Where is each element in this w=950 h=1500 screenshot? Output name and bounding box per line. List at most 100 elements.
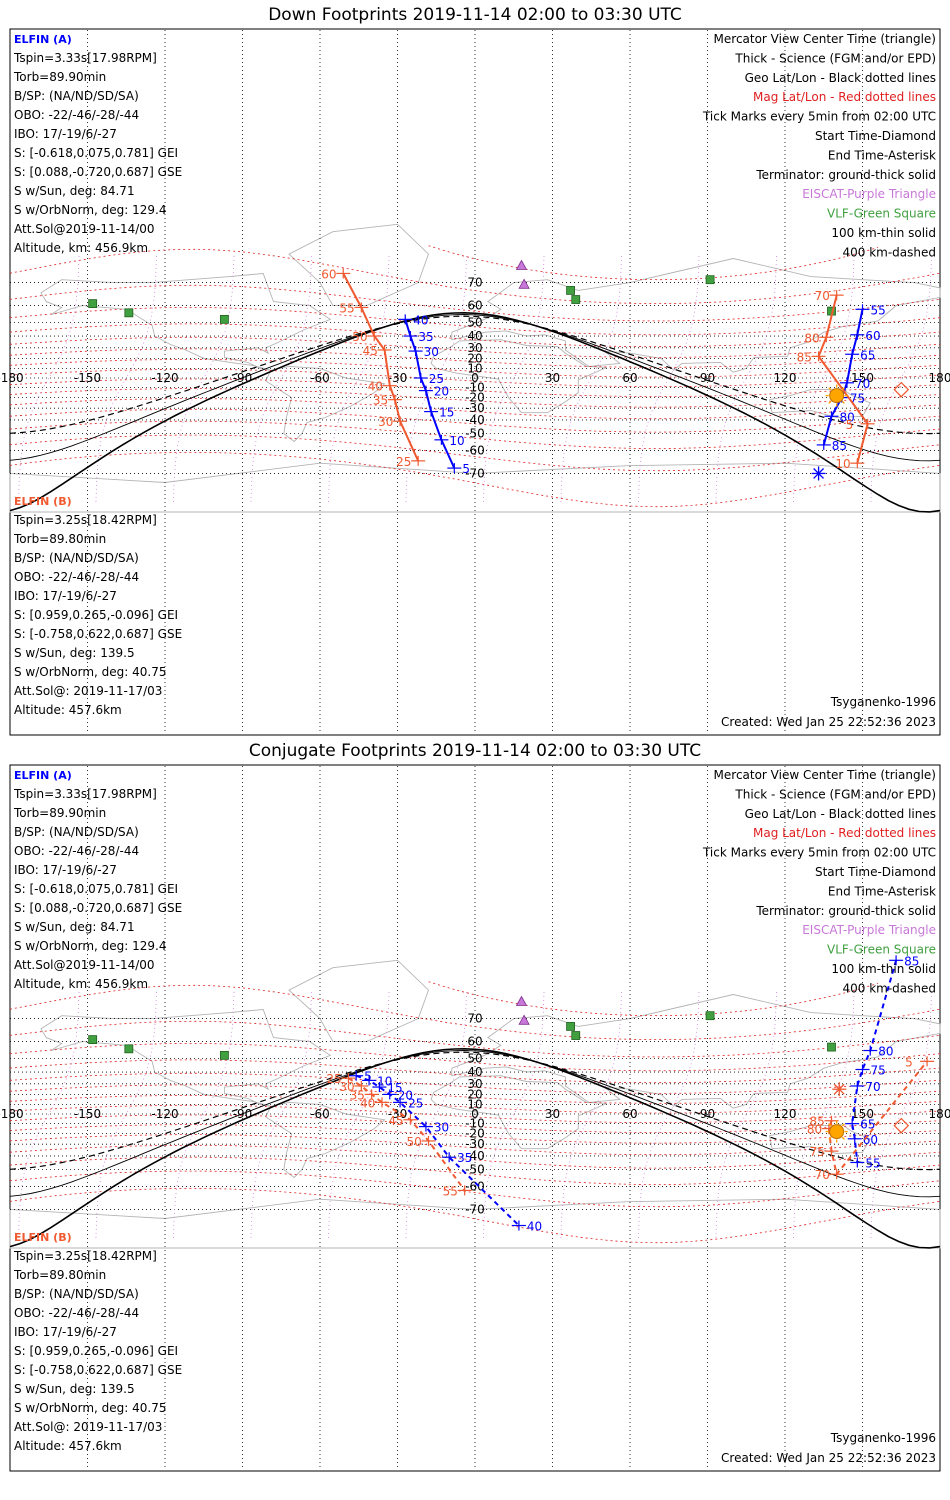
p2-legend-entry: Terminator: ground-thick solid [755,904,936,918]
p1-elfin-a-tick-label: 80 [840,410,855,424]
p2-mag-parallel [9,1170,941,1208]
p1-lat-tick-label: 40 [467,329,482,343]
p2-elfin-a-tick-label: 10 [377,1074,392,1088]
p2-lat-tick-label: 40 [467,1065,482,1079]
p2-elfin-a-tick-label: 65 [860,1118,875,1132]
p1-lon-tick-label: 30 [545,371,560,385]
p1-lat-tick-label: -40 [465,413,485,427]
p2-elfin-b-tick-label: 50 [407,1135,422,1149]
p2-lon-tick-label: 30 [545,1107,560,1121]
p2-elfin-b-info-line: S: [0.959,0.265,-0.096] GEI [14,1344,178,1358]
p1-elfin-b-tick-label: 70 [815,289,830,303]
p2-elfin-b-header: ELFIN (B) [14,1231,72,1244]
p2-elfin-a-info-line: Att.Sol@2019-11-14/00 [14,958,155,972]
p1-eiscat-triangle [515,259,528,270]
p2-legend-entry: 100 km-thin solid [831,962,936,976]
p2-terminator-400km [9,1051,941,1171]
p1-elfin-a-info-line: Torb=89.90min [13,70,106,84]
p2-vlf-square [88,1035,98,1045]
p1-coastline-antarctica [9,462,941,513]
p2-lat-tick-label: -60 [465,1179,485,1193]
p2-mag-parallel [9,1094,941,1114]
p1-coastline-eurasia [451,258,941,373]
p1-sun-ray [828,400,832,404]
p1-elfin-a-info-line: Att.Sol@2019-11-14/00 [14,222,155,236]
p2-lat-tick-label: 70 [467,1012,482,1026]
p1-elfin-a-tick-label: 60 [865,329,880,343]
p2-elfin-a-info-line: S w/Sun, deg: 84.71 [14,920,135,934]
p2-sun-ray [841,1136,845,1140]
p1-elfin-b-tick-label: 10 [835,457,850,471]
p2-elfin-a-info-line: OBO: -22/-46/-28/-44 [14,844,139,858]
p2-terminator-ground [9,1047,941,1249]
p1-elfin-b-tick-label: 50 [352,330,367,344]
p2-elfin-b-info-line: S w/OrbNorm, deg: 40.75 [14,1401,166,1415]
p1-elfin-a-info-line: Tspin=3.33s[17.98RPM] [13,51,157,65]
p1-terminator-400km [9,315,941,435]
p1-elfin-b-info-line: Torb=89.80min [13,532,106,546]
p1-elfin-a-info-line: IBO: 17/-19/6/-27 [14,127,117,141]
p2-elfin-b-tick-label: 25 [326,1072,341,1086]
p1-mag-parallel [9,451,941,508]
p2-elfin-b-info-line: IBO: 17/-19/6/-27 [14,1325,117,1339]
p1-elfin-a-tick-label: 15 [439,406,454,420]
p2-mag-parallel [9,1134,941,1156]
p2-lon-tick-label: 120 [774,1107,797,1121]
p1-mag-parallel [9,323,941,348]
p2-elfin-a-tick-label: 30 [434,1121,449,1135]
p2-elfin-a-info-line: Altitude, km: 456.9km [14,977,148,991]
p1-elfin-b-info-line: S w/OrbNorm, deg: 40.75 [14,665,166,679]
p2-lat-tick-label: 10 [467,1097,482,1111]
p1-mag-parallel [9,408,941,433]
p2-legend-entry: VLF-Green Square [827,943,936,957]
p2-lat-tick-label: -50 [465,1163,485,1177]
p1-elfin-a-tick-label: 75 [850,392,865,406]
p1-mag-parallel [9,307,941,336]
p2-elfin-a-tick-label: 40 [527,1220,542,1234]
p2-mag-parallel [9,1020,941,1058]
p1-elfin-b-info-line: Tspin=3.25s[18.42RPM] [13,513,157,527]
p2-sun-ray [828,1123,832,1127]
p2-legend-entry: Geo Lat/Lon - Black dotted lines [745,807,936,821]
p1-mag-parallel [9,388,941,408]
panel-2-title: Conjugate Footprints 2019-11-14 02:00 to… [248,741,702,761]
p2-elfin-b-tick-label: 40 [360,1096,375,1110]
p1-mag-parallel [9,434,941,472]
p1-elfin-b-info-line: OBO: -22/-46/-28/-44 [14,570,139,584]
p2-lat-tick-label: 20 [467,1087,482,1101]
p2-elfin-b-tick-label: 45 [388,1114,403,1128]
p1-lon-tick-label: 120 [774,371,797,385]
p2-elfin-a-tick-label: 25 [408,1096,423,1110]
p1-legend-entry: Terminator: ground-thick solid [755,168,936,182]
p2-legend-entry: 400 km-dashed [842,981,936,995]
p1-elfin-b-tick-label: 5 [846,418,854,432]
p1-elfin-a-tick-label: 55 [871,303,886,317]
p1-elfin-a-info-line: Altitude, km: 456.9km [14,241,148,255]
p2-sun-marker [829,1124,845,1140]
p1-eiscat-triangle [518,278,530,289]
p2-coastline-south-america [265,1101,386,1179]
p2-elfin-a-tick-label: 5 [364,1070,372,1084]
p1-created-label: Created: Wed Jan 25 22:52:36 2023 [721,715,936,729]
p1-lon-tick-label: -150 [74,371,101,385]
p2-elfin-a-info-line: S: [0.088,-0.720,0.687] GSE [14,901,182,915]
p1-vlf-square [571,295,581,304]
p2-mag-parallel [9,1187,941,1244]
p1-lat-tick-label: -60 [465,443,485,457]
p1-elfin-a-tick-label: 85 [832,439,847,453]
p1-mag-parallel [9,368,941,388]
p1-terminator-100km [9,314,941,462]
p2-elfin-b-info-line: Torb=89.80min [13,1268,106,1282]
p1-elfin-b-info-line: S: [0.959,0.265,-0.096] GEI [14,608,178,622]
p1-elfin-a-track-line [404,319,456,469]
p2-elfin-b-tick-label: 5 [905,1055,913,1069]
p1-lon-tick-label: 0 [471,371,479,385]
p1-elfin-b-tick-label: 40 [368,380,383,394]
p1-elfin-b-tick-label: 25 [396,455,411,469]
p2-start-diamond [893,1117,910,1134]
p2-elfin-b-tick-label: 35 [350,1088,365,1102]
p1-lat-tick-label: 20 [467,351,482,365]
p2-lon-tick-label: -150 [74,1107,101,1121]
p1-mag-parallel [9,348,941,368]
p2-lat-tick-label: -70 [465,1202,485,1216]
